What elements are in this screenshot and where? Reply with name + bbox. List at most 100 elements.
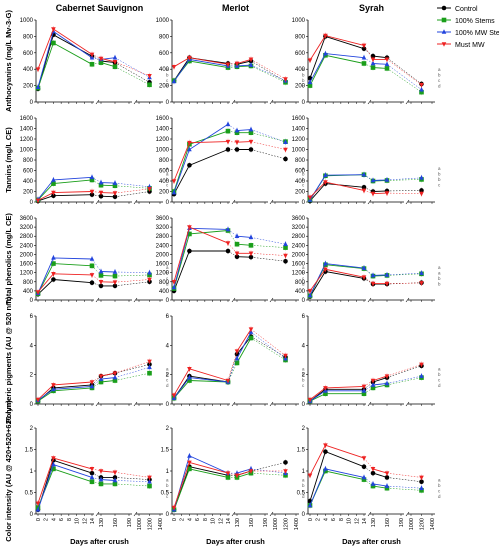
axis-break bbox=[269, 401, 274, 407]
significance-letter: b bbox=[302, 172, 305, 177]
significance-letter: d bbox=[166, 83, 169, 88]
significance-letter: d bbox=[302, 281, 305, 286]
x-tick-label: 6 bbox=[331, 518, 337, 521]
data-point bbox=[89, 479, 95, 485]
y-tick-label: 1.5 bbox=[161, 448, 170, 454]
significance-letter: d bbox=[166, 383, 169, 388]
y-tick-label: 1600 bbox=[20, 262, 34, 268]
y-tick-label: 400 bbox=[295, 179, 306, 185]
significance-letter: c bbox=[302, 383, 305, 388]
y-tick-label: 1200 bbox=[292, 137, 306, 143]
series-line-2 bbox=[38, 469, 150, 508]
data-point bbox=[370, 65, 376, 70]
data-point bbox=[35, 506, 41, 512]
y-tick-label: 600 bbox=[159, 51, 170, 57]
significance-letter: a bbox=[302, 477, 305, 482]
data-point bbox=[234, 360, 240, 366]
legend-label-1: Control bbox=[455, 6, 478, 13]
data-point bbox=[419, 270, 424, 275]
data-point bbox=[384, 66, 390, 71]
data-point bbox=[147, 73, 152, 79]
data-point bbox=[323, 50, 328, 56]
y-tick-label: 400 bbox=[23, 289, 34, 295]
significance-letter: b bbox=[166, 72, 169, 77]
y-tick-label: 0 bbox=[30, 298, 34, 304]
x-tick-label: 10 bbox=[75, 518, 81, 524]
series-break-connector bbox=[386, 365, 422, 378]
series-line-2 bbox=[310, 471, 422, 505]
series-line-4 bbox=[174, 329, 286, 395]
data-point bbox=[323, 180, 328, 185]
data-point bbox=[187, 367, 192, 372]
data-point bbox=[234, 147, 240, 152]
series-break-connector bbox=[363, 267, 374, 276]
data-point bbox=[225, 121, 231, 127]
y-tick-label: 1600 bbox=[292, 116, 306, 122]
significance-letter: d bbox=[438, 83, 441, 88]
y-tick-label: 6 bbox=[30, 314, 34, 320]
column-title-3: Syrah bbox=[359, 3, 384, 13]
data-point bbox=[419, 485, 424, 490]
data-point bbox=[248, 335, 254, 341]
y-tick-label: 800 bbox=[295, 158, 306, 164]
axis-break bbox=[95, 511, 100, 517]
y-tick-label: 2 bbox=[30, 373, 34, 379]
series-break-connector bbox=[250, 336, 286, 358]
x-tick-label: 160 bbox=[113, 518, 119, 527]
data-point bbox=[370, 191, 376, 197]
y-tick-label: 1 bbox=[302, 469, 306, 475]
series-break-connector bbox=[386, 272, 422, 276]
data-point bbox=[234, 251, 240, 257]
series-break-connector bbox=[227, 124, 238, 131]
y-tick-label: 1400 bbox=[292, 127, 306, 133]
data-point bbox=[419, 281, 424, 286]
data-point bbox=[361, 171, 367, 177]
series-break-connector bbox=[250, 337, 286, 361]
significance-letter: b bbox=[302, 378, 305, 383]
series-break-connector bbox=[114, 191, 150, 197]
series-break-connector bbox=[250, 468, 286, 474]
y-tick-label: 1000 bbox=[292, 18, 306, 24]
y-tick-label: 0 bbox=[166, 100, 170, 106]
y-tick-label: 200 bbox=[23, 190, 34, 196]
y-tick-label: 2800 bbox=[20, 234, 34, 240]
data-point bbox=[323, 449, 328, 454]
significance-letter: c bbox=[302, 183, 305, 188]
axis-break bbox=[95, 99, 100, 105]
x-axis-label: Days after crush bbox=[70, 537, 129, 546]
series-break-connector bbox=[386, 472, 422, 478]
significance-letter: a bbox=[438, 166, 441, 171]
data-point bbox=[370, 60, 376, 66]
significance-letter: b bbox=[302, 177, 305, 182]
x-tick-label: 160 bbox=[249, 518, 255, 527]
series-line-1 bbox=[38, 364, 150, 401]
y-tick-label: 4 bbox=[166, 343, 170, 349]
data-point bbox=[307, 195, 313, 201]
significance-letter: a bbox=[166, 67, 169, 72]
series-line-3 bbox=[310, 469, 422, 506]
series-line-1 bbox=[310, 452, 422, 502]
data-point bbox=[171, 189, 177, 195]
data-point bbox=[98, 374, 104, 379]
x-tick-label: 0 bbox=[308, 518, 314, 521]
data-point bbox=[98, 273, 104, 278]
significance-letter: c bbox=[438, 488, 441, 493]
data-point bbox=[171, 179, 177, 184]
y-tick-label: 3600 bbox=[292, 216, 306, 222]
significance-letter: c bbox=[166, 488, 169, 493]
data-point bbox=[51, 181, 56, 186]
significance-letter: a bbox=[166, 367, 169, 372]
axis-break bbox=[231, 99, 236, 105]
series-break-connector bbox=[114, 66, 150, 86]
series-break-connector bbox=[250, 331, 286, 359]
data-point bbox=[384, 374, 390, 379]
data-point bbox=[171, 279, 177, 285]
data-point bbox=[234, 254, 240, 260]
y-tick-label: 1 bbox=[166, 469, 170, 475]
data-point bbox=[307, 292, 313, 298]
data-point bbox=[89, 474, 95, 480]
series-break-connector bbox=[114, 182, 150, 188]
data-point bbox=[419, 191, 424, 197]
